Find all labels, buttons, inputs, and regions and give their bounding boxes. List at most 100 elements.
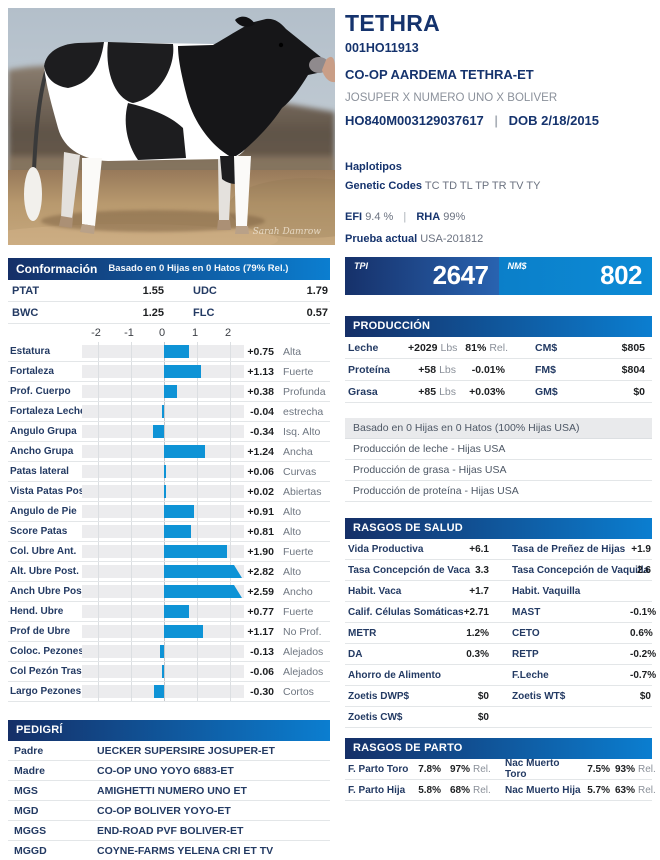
trait-bar-track: [82, 382, 244, 401]
parto-trait-value: 5.8%: [418, 784, 441, 796]
trait-descriptor: Curvas: [283, 465, 317, 478]
note-row: Basado en 0 Hijas en 0 Hatos (100% Hijas…: [345, 418, 652, 439]
salud-trait-label: CETO: [512, 627, 540, 639]
trait-label: Col Pezón Tras.: [10, 666, 85, 677]
bull-photo-illustration: [8, 8, 335, 245]
salud-trait-value: 1.2%: [466, 627, 489, 639]
parto-row: F. Parto Toro 7.8% 97% Rel. Nac Muerto To…: [345, 758, 656, 780]
salud-trait-label: RETP: [512, 648, 539, 660]
note-row: Producción de leche - Hijas USA: [345, 439, 652, 460]
produccion-index-value: $804: [621, 363, 645, 376]
salud-trait-label: F.Leche: [512, 669, 549, 681]
date-of-birth: DOB 2/18/2015: [508, 113, 600, 128]
trait-descriptor: Ancho: [283, 585, 313, 598]
parto-reliability: 63% Rel.: [610, 785, 656, 796]
pedigri-animal-name: CO-OP UNO YOYO 6883-ET: [97, 764, 234, 777]
id-block: TETHRA 001HO11913 CO-OP AARDEMA TETHRA-E…: [345, 10, 652, 245]
trait-bar: [164, 565, 242, 578]
produccion-index-value: $805: [621, 341, 645, 354]
trait-bar-track: [82, 662, 244, 681]
produccion-row: Proteína +58 Lbs -0.01% FM$ $804: [345, 359, 652, 381]
trait-label: Score Patas: [10, 526, 68, 537]
salud-trait-value: $0: [477, 690, 489, 702]
trait-row: Ancho Grupa +1.24 Ancha: [8, 442, 330, 462]
rha-label: RHA: [416, 211, 441, 223]
salud-trait-label: METR: [348, 627, 377, 639]
salud-trait-label: Calif. Células Somáticas: [348, 606, 464, 618]
parto-reliability: 68% Rel.: [441, 785, 492, 796]
bull-photo: Sarah Damrow: [8, 8, 335, 245]
conformacion-subtitle: Basado en 0 Hijas en 0 Hatos (79% Rel.): [108, 263, 289, 274]
nm-box: NM$ 802: [498, 257, 652, 295]
produccion-table: Leche +2029 Lbs 81% Rel. CM$ $805 Proteína…: [345, 337, 652, 403]
salud-header: RASGOS DE SALUD: [345, 518, 652, 539]
pedigri-animal-name: CO-OP BOLIVER YOYO-ET: [97, 804, 231, 817]
type-summary-row: BWC 1.25 FLC 0.57: [8, 302, 330, 324]
trait-descriptor: Alejados: [283, 665, 324, 678]
salud-trait-value: 2.6: [637, 564, 651, 576]
trait-bar-track: [82, 582, 244, 601]
haplotipos-line: Haplotipos: [345, 161, 652, 173]
pedigri-animal-name: COYNE-FARMS YELENA CRI ET TV: [97, 844, 274, 857]
salud-trait-label: MAST: [512, 606, 541, 618]
trait-row: Anch Ubre Pos +2.59 Ancho: [8, 582, 330, 602]
lbs-unit: Lbs: [440, 341, 458, 354]
trait-descriptor: Ancha: [283, 445, 313, 458]
bull-short-name: TETHRA: [345, 10, 441, 36]
produccion-trait-label: Leche: [348, 341, 379, 354]
salud-trait-label: Tasa Concepción de Vaquilla: [512, 564, 650, 576]
registration-number: HO840M003129037617: [345, 113, 484, 128]
trait-bar: [164, 385, 177, 398]
trait-value: +1.24: [247, 445, 274, 458]
trait-descriptor: Profunda: [283, 385, 326, 398]
trait-value: +1.13: [247, 365, 274, 378]
pipe-separator: |: [403, 211, 407, 223]
trait-bar: [152, 425, 164, 438]
axis-tick: 2: [224, 327, 232, 339]
trait-row: Coloc. Pezones -0.13 Alejados: [8, 642, 330, 662]
udc-label: UDC: [193, 284, 217, 297]
trait-descriptor: Isq. Alto: [283, 425, 321, 438]
tpi-label: TPI: [354, 261, 369, 271]
trait-descriptor: Abiertas: [283, 485, 322, 498]
trait-bar: [164, 605, 190, 618]
trait-value: +2.59: [247, 585, 274, 598]
score-band: TPI 2647 NM$ 802: [345, 257, 652, 295]
pedigri-relation: Padre: [14, 744, 44, 757]
pedigri-animal-name: UECKER SUPERSIRE JOSUPER-ET: [97, 744, 275, 757]
salud-trait-value: 0.3%: [466, 648, 489, 660]
flc-value: 0.57: [306, 306, 328, 319]
type-summary-row: PTAT 1.55 UDC 1.79: [8, 280, 330, 302]
trait-bar-track: [82, 402, 244, 421]
produccion-index-label: CM$: [535, 341, 558, 354]
lbs-value: +2029: [408, 341, 438, 354]
trait-bar: [164, 625, 203, 638]
produccion-pct: 81% Rel.: [456, 342, 508, 354]
produccion-pct: -0.01%: [456, 364, 508, 376]
trait-bar-track: [82, 642, 244, 661]
prueba-value: USA-201812: [420, 233, 484, 245]
trait-value: +1.90: [247, 545, 274, 558]
pedigri-table: Padre UECKER SUPERSIRE JOSUPER-ET Madre …: [8, 741, 330, 860]
trait-label: Coloc. Pezones: [10, 646, 84, 657]
produccion-header: PRODUCCIÓN: [345, 316, 652, 337]
conformacion-header: Conformación Basado en 0 Hijas en 0 Hato…: [8, 258, 330, 280]
pedigri-row: MGD CO-OP BOLIVER YOYO-ET: [8, 801, 330, 821]
trait-bar-track: [82, 442, 244, 461]
trait-bar-track: [82, 342, 244, 361]
trait-bar-track: [82, 462, 244, 481]
trait-value: +0.77: [247, 605, 274, 618]
efi-value: 9.4 %: [365, 211, 394, 223]
lbs-unit: Lbs: [439, 363, 456, 376]
trait-label: Vista Patas Post.: [10, 486, 91, 497]
photo-credit: Sarah Damrow: [252, 227, 321, 237]
rel-suffix: Rel.: [473, 763, 491, 775]
trait-value: +0.75: [247, 345, 274, 358]
lbs-value: +58: [418, 363, 437, 376]
trait-label: Col. Ubre Ant.: [10, 546, 77, 557]
trait-descriptor: No Prof.: [283, 625, 322, 638]
trait-bar-track: [82, 522, 244, 541]
trait-bar-track: [82, 482, 244, 501]
trait-value: +0.91: [247, 505, 274, 518]
parto-table: F. Parto Toro 7.8% 97% Rel. Nac Muerto To…: [345, 758, 656, 801]
